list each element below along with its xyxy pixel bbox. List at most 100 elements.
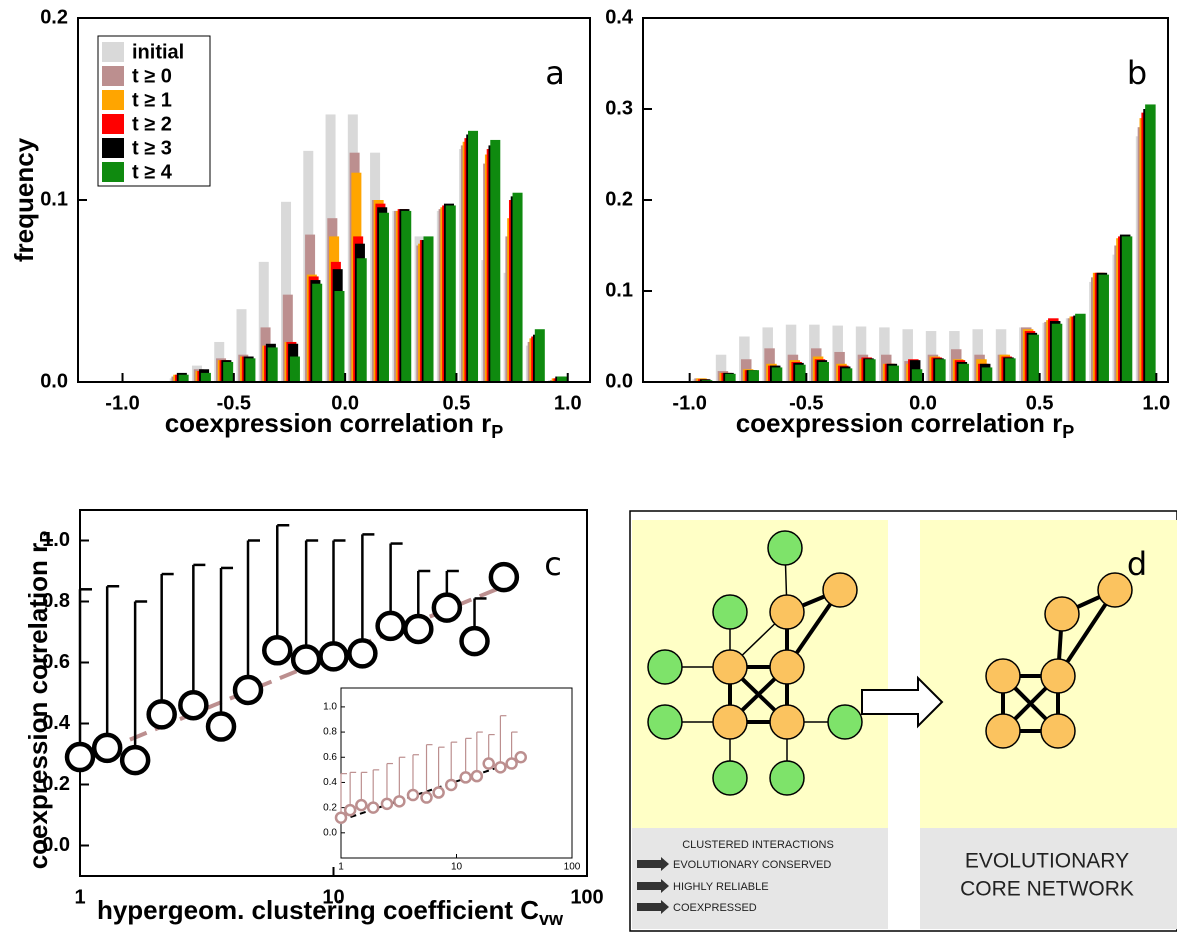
xlabel-text: hypergeom. clustering coefficient C bbox=[97, 895, 539, 925]
xlabel-text: coexpression correlation r bbox=[165, 408, 492, 438]
core-node bbox=[1040, 713, 1076, 749]
bar bbox=[490, 139, 501, 382]
point bbox=[232, 674, 264, 706]
y-tick-label: 0.2 bbox=[605, 188, 633, 210]
caption-item: HIGHLY RELIABLE bbox=[673, 881, 769, 893]
y-tick-label: 0.1 bbox=[605, 279, 633, 301]
bar bbox=[795, 364, 806, 382]
bar bbox=[935, 359, 946, 382]
y-axis-label: frequency bbox=[9, 137, 39, 262]
y-tick-label: 0.2 bbox=[42, 773, 70, 795]
peripheral-node bbox=[769, 760, 805, 796]
point bbox=[393, 795, 406, 808]
core-node bbox=[769, 594, 805, 630]
bar bbox=[236, 309, 247, 382]
bar bbox=[1121, 236, 1133, 382]
point bbox=[119, 744, 151, 776]
bar bbox=[178, 374, 189, 382]
point bbox=[347, 638, 378, 669]
peripheral-node bbox=[647, 649, 683, 685]
bar bbox=[223, 361, 234, 382]
point bbox=[432, 786, 445, 799]
y-tick-label: 1.0 bbox=[42, 529, 70, 551]
caption-line: CORE NETWORK bbox=[960, 878, 1134, 901]
xlabel-subscript: vw bbox=[539, 909, 564, 929]
bar bbox=[715, 354, 727, 382]
core-node bbox=[769, 704, 805, 740]
y-tick-label: 0.4 bbox=[323, 777, 337, 788]
legend-swatch bbox=[102, 162, 124, 182]
bar bbox=[312, 283, 323, 382]
bar bbox=[356, 258, 367, 382]
point bbox=[482, 757, 495, 770]
x-tick-label: 1.0 bbox=[554, 392, 582, 414]
bar bbox=[1075, 313, 1086, 382]
legend-label: t ≥ 4 bbox=[132, 161, 173, 183]
legend-swatch bbox=[102, 90, 124, 110]
peripheral-node bbox=[712, 594, 748, 630]
y-tick-label: 0.1 bbox=[40, 188, 68, 210]
panel-label: c bbox=[544, 545, 562, 583]
bar bbox=[841, 368, 853, 382]
y-tick-label: 0.0 bbox=[40, 370, 68, 392]
x-tick-label: 10 bbox=[322, 886, 344, 908]
point bbox=[505, 757, 518, 770]
y-tick-label: 0.6 bbox=[323, 752, 337, 763]
point bbox=[355, 798, 368, 812]
peripheral-node bbox=[712, 760, 748, 796]
x-tick-label: 0.5 bbox=[1026, 392, 1054, 414]
panel-label: a bbox=[545, 54, 565, 92]
bar bbox=[1145, 104, 1156, 382]
point bbox=[262, 635, 293, 666]
x-tick-label: -0.5 bbox=[217, 392, 251, 414]
bar bbox=[258, 261, 269, 382]
right-caption-bg bbox=[920, 828, 1177, 929]
bar bbox=[512, 192, 523, 382]
x-tick-label: -0.5 bbox=[789, 392, 823, 414]
core-node bbox=[712, 704, 748, 740]
point bbox=[444, 778, 458, 792]
bar bbox=[557, 376, 568, 382]
y-tick-label: 0.0 bbox=[323, 827, 337, 838]
bar bbox=[281, 201, 292, 382]
bar bbox=[245, 358, 256, 382]
point bbox=[488, 561, 520, 593]
core-node bbox=[769, 649, 805, 685]
y-tick-label: 0.0 bbox=[42, 834, 70, 856]
point bbox=[420, 791, 433, 804]
panel-label: d bbox=[1127, 545, 1147, 583]
left-caption-bg bbox=[632, 828, 888, 929]
ylabel-text: coexpression correlation r bbox=[23, 543, 53, 870]
bar bbox=[468, 130, 479, 382]
bar bbox=[334, 291, 345, 382]
y-tick-label: 0.2 bbox=[323, 802, 337, 813]
fit-line bbox=[79, 584, 505, 762]
bar bbox=[1005, 358, 1016, 382]
bar bbox=[981, 367, 993, 382]
legend-label: t ≥ 0 bbox=[132, 65, 172, 87]
caption-item: COEXPRESSED bbox=[673, 902, 757, 914]
y-tick-label: 1.0 bbox=[323, 702, 337, 713]
x-tick-label: 10 bbox=[451, 862, 463, 873]
point bbox=[459, 625, 490, 657]
bullet-arrow bbox=[637, 879, 669, 893]
point bbox=[375, 610, 406, 642]
point bbox=[406, 788, 420, 802]
bar bbox=[378, 212, 389, 382]
x-tick-label: 1 bbox=[338, 862, 344, 873]
bar bbox=[771, 367, 783, 382]
bar bbox=[902, 329, 913, 382]
point bbox=[205, 711, 237, 742]
point bbox=[343, 803, 357, 817]
bar bbox=[748, 370, 759, 382]
point bbox=[470, 769, 484, 783]
bar bbox=[725, 373, 736, 382]
bar bbox=[1098, 274, 1109, 382]
x-tick-label: 0.5 bbox=[443, 392, 471, 414]
bullet-arrow bbox=[637, 900, 669, 914]
bar bbox=[958, 363, 969, 382]
point bbox=[91, 732, 123, 764]
bar bbox=[911, 369, 923, 382]
legend-label: t ≥ 2 bbox=[132, 113, 172, 135]
bar bbox=[423, 236, 434, 382]
